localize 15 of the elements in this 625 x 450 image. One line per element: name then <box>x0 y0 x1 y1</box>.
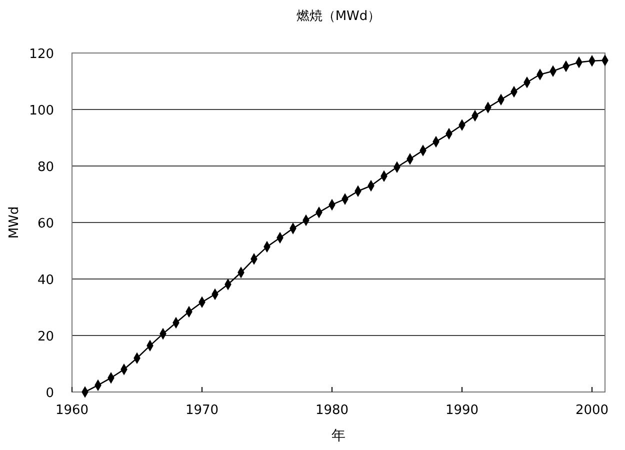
y-tick-label: 60 <box>37 216 54 232</box>
chart-title: 燃焼（MWd） <box>296 9 381 24</box>
x-tick-label: 1960 <box>55 403 89 418</box>
y-tick-label: 100 <box>29 104 54 118</box>
x-tick-label: 1970 <box>185 403 219 418</box>
x-tick-label: 1990 <box>445 403 479 418</box>
x-tick-label: 1980 <box>315 403 349 418</box>
y-tick-label: 40 <box>37 273 54 288</box>
x-tick-label: 2000 <box>575 403 609 418</box>
y-tick-label: 0 <box>46 386 54 401</box>
y-axis-title: MWd <box>7 206 22 239</box>
x-axis-title: 年 <box>332 428 346 444</box>
y-tick-label: 20 <box>37 330 54 344</box>
y-tick-label: 80 <box>37 160 54 175</box>
y-tick-label: 120 <box>29 47 54 62</box>
